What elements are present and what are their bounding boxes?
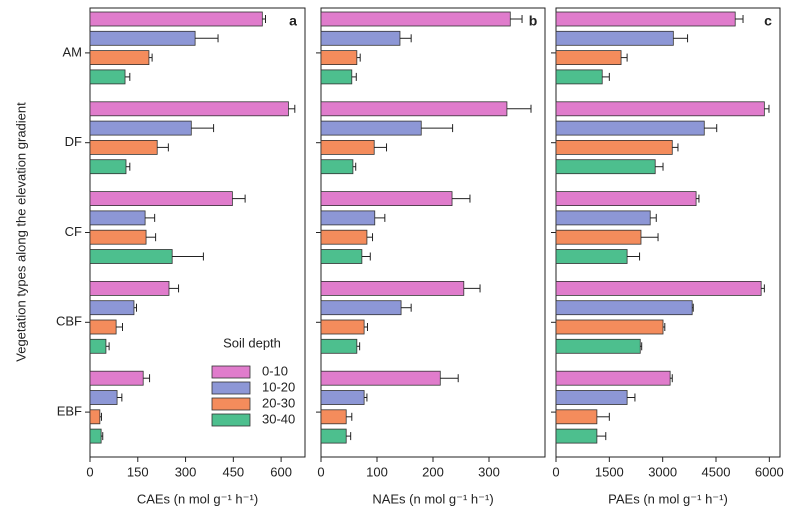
bar xyxy=(320,30,401,46)
legend-swatch xyxy=(211,365,251,379)
panel-label: a xyxy=(289,13,297,29)
bar xyxy=(320,69,353,85)
bar xyxy=(89,30,196,46)
bar xyxy=(320,338,358,354)
bar xyxy=(320,139,375,155)
bar xyxy=(555,50,622,65)
bar xyxy=(555,229,642,245)
bar xyxy=(320,191,453,207)
y-axis-title: Vegetation types along the elevation gra… xyxy=(13,102,28,362)
bar xyxy=(320,229,368,245)
bar xyxy=(555,139,673,155)
bar xyxy=(555,159,656,175)
bar xyxy=(89,249,173,264)
x-tick-label: 100 xyxy=(366,464,388,479)
bar xyxy=(555,30,674,46)
x-tick-label: 4500 xyxy=(702,464,731,479)
x-tick-label: 600 xyxy=(270,464,292,479)
bar xyxy=(320,370,441,386)
bar xyxy=(320,300,402,316)
bar xyxy=(320,120,422,136)
bar xyxy=(89,50,150,65)
bar xyxy=(320,101,508,117)
x-axis-title: PAEs (n mol g⁻¹ h⁻¹) xyxy=(608,491,728,506)
x-tick-label: 300 xyxy=(175,464,197,479)
bar xyxy=(89,300,135,316)
x-axis-title: CAEs (n mol g⁻¹ h⁻¹) xyxy=(137,491,258,506)
legend-swatch xyxy=(211,413,251,427)
bar xyxy=(320,409,347,425)
panel-label: b xyxy=(529,13,538,29)
bar xyxy=(320,50,358,65)
y-tick-label: EBF xyxy=(57,404,82,419)
bar xyxy=(555,249,628,264)
bar xyxy=(89,139,158,155)
bar xyxy=(89,191,233,207)
bar xyxy=(320,280,465,296)
bar xyxy=(320,319,365,335)
legend-label: 30-40 xyxy=(262,411,295,426)
y-tick-label: CBF xyxy=(56,314,82,329)
bar xyxy=(320,390,365,405)
panel-label: c xyxy=(764,13,772,29)
y-tick-label: DF xyxy=(65,134,82,149)
legend-label: 0-10 xyxy=(262,363,288,378)
y-tick-label: AM xyxy=(63,44,83,59)
bar xyxy=(89,390,118,405)
bar xyxy=(89,210,146,226)
bar xyxy=(89,101,289,117)
bar xyxy=(320,210,376,226)
bar xyxy=(89,280,170,296)
bar xyxy=(89,159,127,175)
bar xyxy=(555,191,697,207)
bar xyxy=(555,409,598,425)
legend-title: Soil depth xyxy=(223,335,281,350)
bar xyxy=(89,120,192,136)
x-tick-label: 6000 xyxy=(755,464,784,479)
bar xyxy=(89,409,101,425)
bar xyxy=(89,428,102,444)
bar xyxy=(89,319,117,335)
bar xyxy=(555,11,736,27)
bar xyxy=(89,370,144,386)
bar xyxy=(555,300,693,316)
bar xyxy=(555,390,628,405)
bar xyxy=(555,428,598,444)
x-tick-label: 3000 xyxy=(648,464,677,479)
bar xyxy=(555,101,765,117)
legend-label: 20-30 xyxy=(262,395,295,410)
bar xyxy=(89,338,107,354)
bar xyxy=(555,210,651,226)
x-tick-label: 150 xyxy=(127,464,149,479)
bar xyxy=(555,69,603,85)
x-tick-label: 450 xyxy=(222,464,244,479)
y-tick-label: CF xyxy=(65,224,82,239)
legend-swatch xyxy=(211,397,251,411)
bar xyxy=(320,428,347,444)
bar xyxy=(89,11,263,27)
bar xyxy=(555,338,641,354)
bar xyxy=(320,11,511,27)
x-tick-label: 300 xyxy=(478,464,500,479)
bar xyxy=(320,159,354,175)
legend-swatch xyxy=(211,381,251,395)
bar xyxy=(555,120,705,136)
x-axis-title: NAEs (n mol g⁻¹ h⁻¹) xyxy=(372,491,493,506)
x-tick-label: 0 xyxy=(86,464,93,479)
bar xyxy=(89,229,147,245)
legend-label: 10-20 xyxy=(262,379,295,394)
bar xyxy=(89,69,126,85)
x-tick-label: 1500 xyxy=(595,464,624,479)
x-tick-label: 0 xyxy=(317,464,324,479)
bar xyxy=(555,280,762,296)
x-tick-label: 0 xyxy=(552,464,559,479)
bar xyxy=(320,249,363,264)
bar xyxy=(555,370,671,386)
x-tick-label: 200 xyxy=(422,464,444,479)
bar xyxy=(555,319,664,335)
